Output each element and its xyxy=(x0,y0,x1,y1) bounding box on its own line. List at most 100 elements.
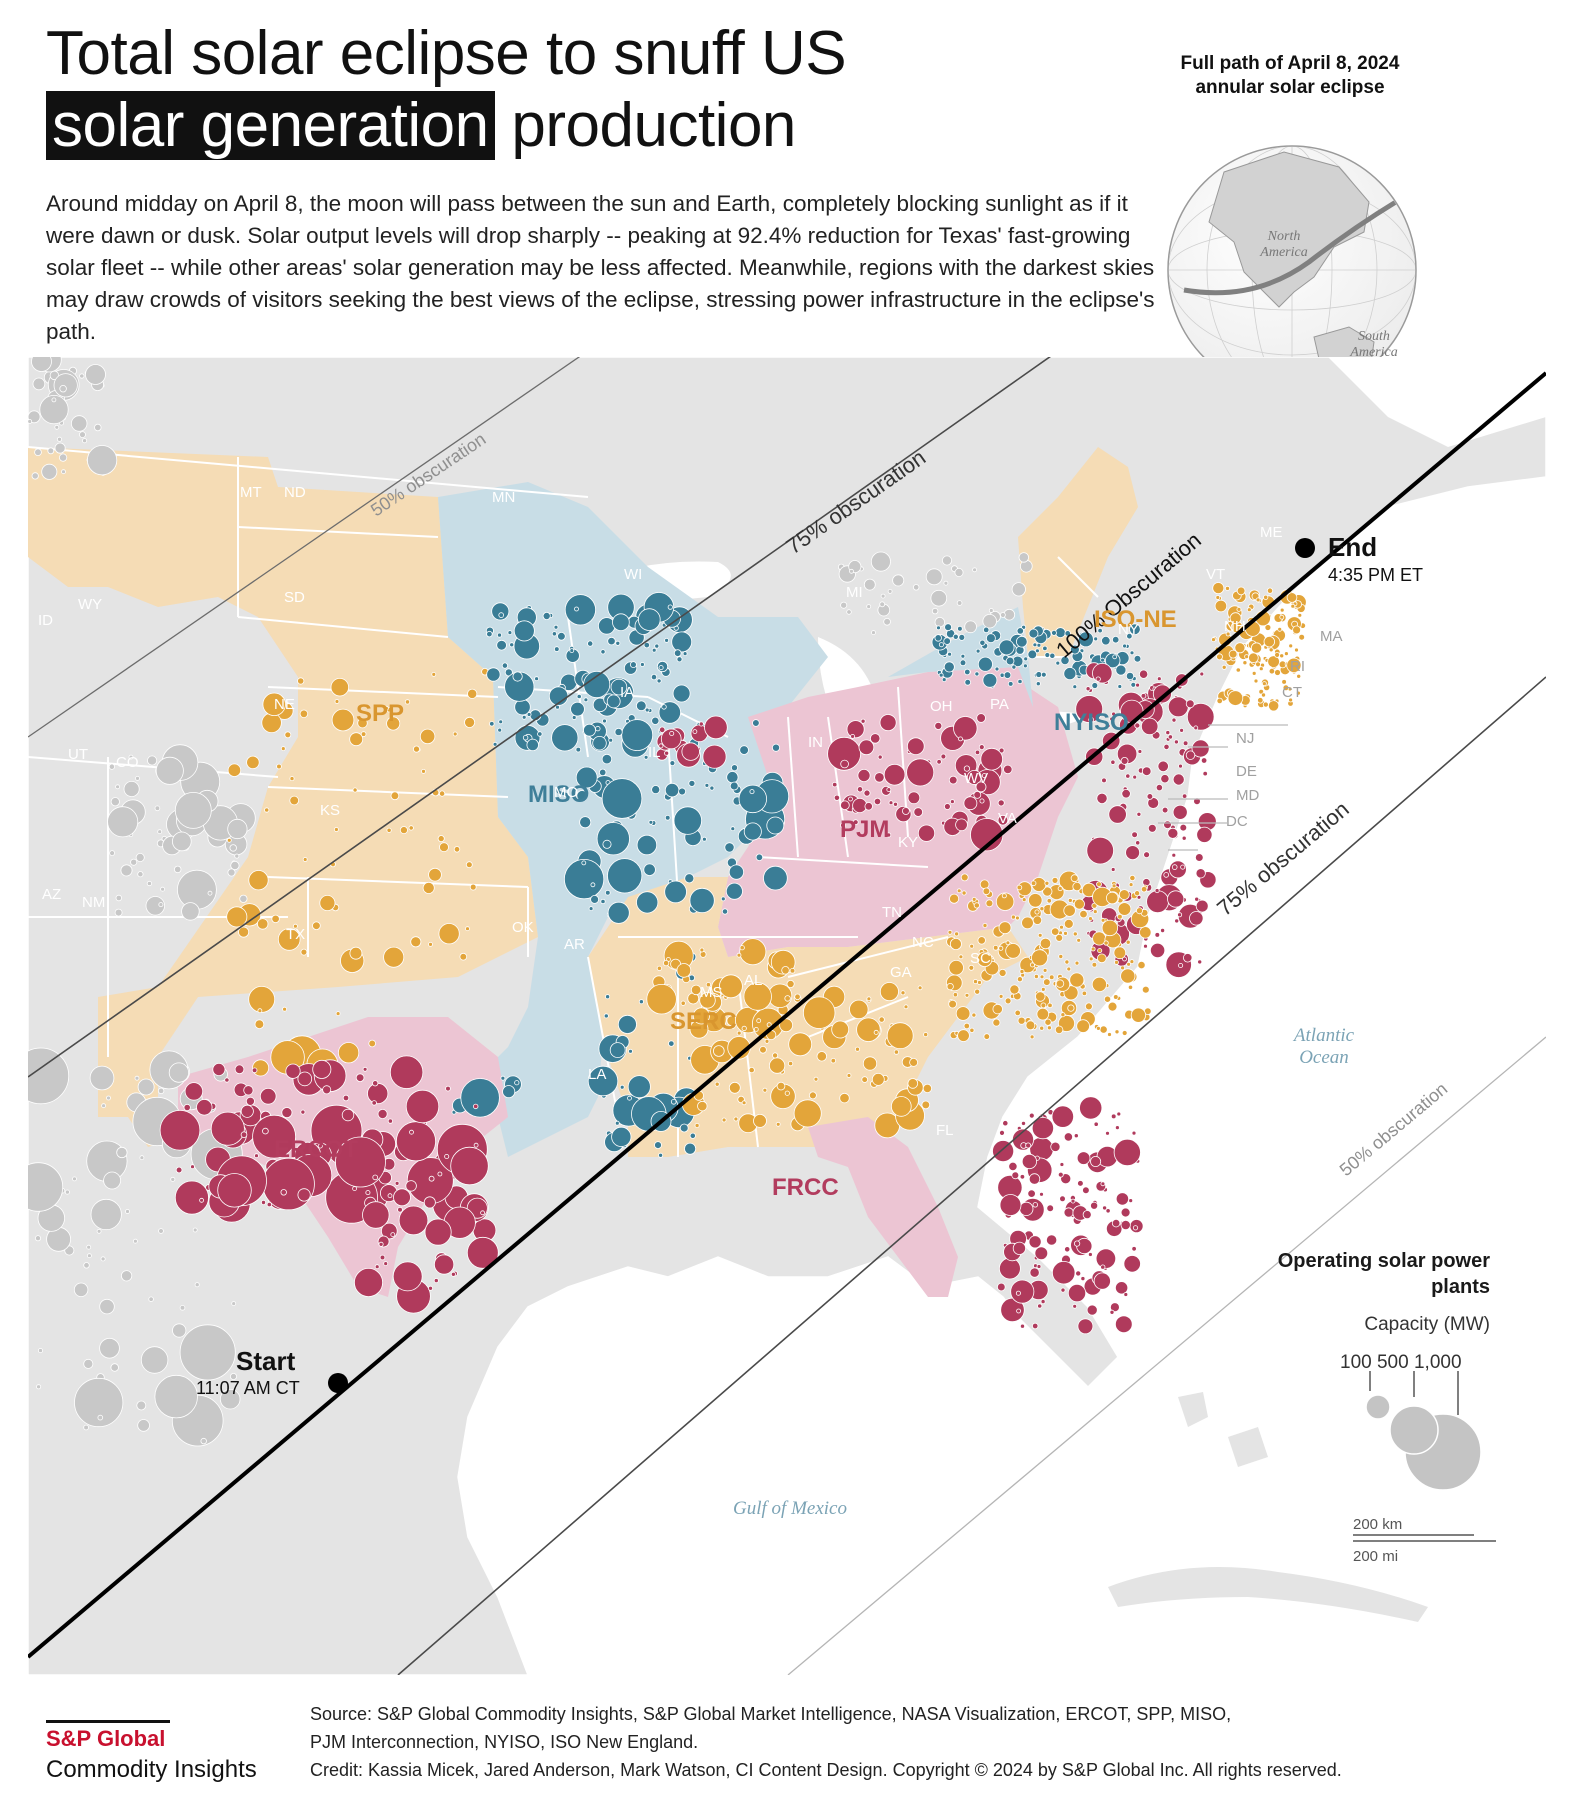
solar-plant-dot xyxy=(863,789,871,797)
solar-plant-dot xyxy=(636,891,659,914)
solar-plant-dot xyxy=(1118,889,1130,900)
solar-plant-dot xyxy=(526,712,532,717)
solar-plant-dot xyxy=(664,814,671,821)
solar-plant-dot xyxy=(923,1032,929,1038)
solar-plant-dot xyxy=(770,949,796,975)
solar-plant-dot xyxy=(110,1363,119,1372)
solar-plant-dot xyxy=(1035,671,1043,678)
solar-plant-dot xyxy=(1072,881,1082,892)
solar-plant-dot xyxy=(1100,657,1105,663)
solar-plant-dot xyxy=(1286,592,1298,603)
solar-plant-dot xyxy=(728,1081,741,1094)
solar-plant-dot xyxy=(1128,1198,1134,1203)
solar-plant-dot xyxy=(1011,1171,1020,1180)
solar-plant-dot xyxy=(107,806,139,838)
solar-plant-dot xyxy=(1055,979,1065,988)
solar-plant-dot xyxy=(601,778,643,819)
solar-plant-dot xyxy=(431,671,437,677)
solar-plant-dot xyxy=(1182,740,1189,747)
solar-plant-dot xyxy=(988,608,994,613)
solar-plant-dot xyxy=(601,753,613,765)
solar-plant-dot xyxy=(979,798,985,804)
solar-plant-dot xyxy=(421,768,426,774)
solar-plant-dot xyxy=(1211,637,1216,643)
solar-plant-dot xyxy=(888,800,894,806)
region-spp-area xyxy=(28,447,538,1147)
state-label-ok: OK xyxy=(512,919,534,936)
solar-plant-dot xyxy=(983,1033,991,1040)
solar-plant-dot xyxy=(656,965,663,971)
solar-plant-dot xyxy=(719,974,743,999)
atlantic-label-2: Ocean xyxy=(1299,1047,1349,1068)
solar-plant-dot xyxy=(739,745,749,755)
solar-plant-dot xyxy=(1007,681,1014,687)
solar-plant-dot xyxy=(1025,1020,1036,1031)
solar-plant-dot xyxy=(1140,886,1148,893)
solar-plant-dot xyxy=(362,1066,368,1072)
solar-plant-dot xyxy=(1110,1302,1120,1313)
solar-plant-dot xyxy=(1029,1267,1040,1278)
globe-label-north: North xyxy=(1267,229,1301,244)
solar-plant-dot xyxy=(1135,840,1141,846)
solar-plant-dot xyxy=(942,555,953,566)
solar-plant-dot xyxy=(833,794,841,801)
solar-plant-dot xyxy=(1076,937,1082,943)
solar-plant-dot xyxy=(1042,886,1053,897)
solar-plant-dot xyxy=(1130,1007,1147,1023)
solar-plant-dot xyxy=(1137,749,1143,754)
solar-plant-dot xyxy=(1297,612,1303,618)
solar-plant-dot xyxy=(934,617,946,628)
solar-plant-dot xyxy=(998,921,1012,935)
solar-plant-dot xyxy=(1077,1180,1084,1187)
solar-plant-dot xyxy=(1063,904,1076,917)
solar-plant-dot xyxy=(31,472,39,480)
solar-plant-dot xyxy=(199,1197,205,1203)
solar-plant-dot xyxy=(179,1324,236,1381)
solar-plant-dot xyxy=(648,819,654,825)
solar-plant-dot xyxy=(371,1100,377,1106)
solar-plant-dot xyxy=(656,678,662,684)
solar-plant-dot xyxy=(759,1045,767,1054)
solar-plant-dot xyxy=(128,754,134,760)
solar-plant-dot xyxy=(1079,909,1088,919)
solar-plant-dot xyxy=(969,1027,975,1033)
solar-plant-dot xyxy=(1279,653,1285,659)
solar-plant-dot xyxy=(383,705,389,711)
solar-plant-dot xyxy=(1279,607,1285,613)
solar-plant-dot xyxy=(947,651,952,657)
solar-plant-dot xyxy=(1155,783,1164,792)
solar-plant-dot xyxy=(140,1346,169,1374)
atlantic-label-1: Atlantic xyxy=(1292,1025,1355,1046)
solar-plant-dot xyxy=(352,1186,358,1191)
solar-plant-dot xyxy=(1025,1142,1032,1149)
solar-plant-dot xyxy=(646,984,677,1015)
solar-plant-dot xyxy=(704,782,710,788)
solar-plant-dot xyxy=(936,759,942,765)
solar-plant-dot xyxy=(498,612,505,618)
solar-plant-dot xyxy=(284,731,292,739)
solar-plant-dot xyxy=(1284,651,1289,657)
solar-plant-dot xyxy=(720,896,726,902)
solar-plant-dot xyxy=(106,1095,111,1101)
solar-plant-dot xyxy=(387,1118,393,1124)
solar-plant-dot xyxy=(502,1085,516,1099)
solar-plant-dot xyxy=(498,719,504,725)
solar-plant-dot xyxy=(878,1016,885,1023)
solar-plant-dot xyxy=(1073,898,1085,910)
solar-plant-dot xyxy=(907,791,921,805)
solar-plant-dot xyxy=(319,895,336,912)
solar-plant-dot xyxy=(913,807,923,817)
solar-plant-dot xyxy=(809,1091,817,1100)
solar-plant-dot xyxy=(405,1180,417,1192)
solar-plant-dot xyxy=(866,604,872,610)
solar-plant-dot xyxy=(1032,1322,1039,1330)
solar-plant-dot xyxy=(239,894,248,903)
solar-plant-dot xyxy=(330,678,350,697)
solar-plant-dot xyxy=(964,992,970,998)
solar-plant-dot xyxy=(607,901,630,924)
solar-plant-dot xyxy=(893,1049,900,1055)
solar-plant-dot xyxy=(944,623,952,632)
solar-plant-dot xyxy=(973,902,980,909)
solar-plant-dot xyxy=(1057,886,1063,892)
solar-plant-dot xyxy=(489,721,495,727)
